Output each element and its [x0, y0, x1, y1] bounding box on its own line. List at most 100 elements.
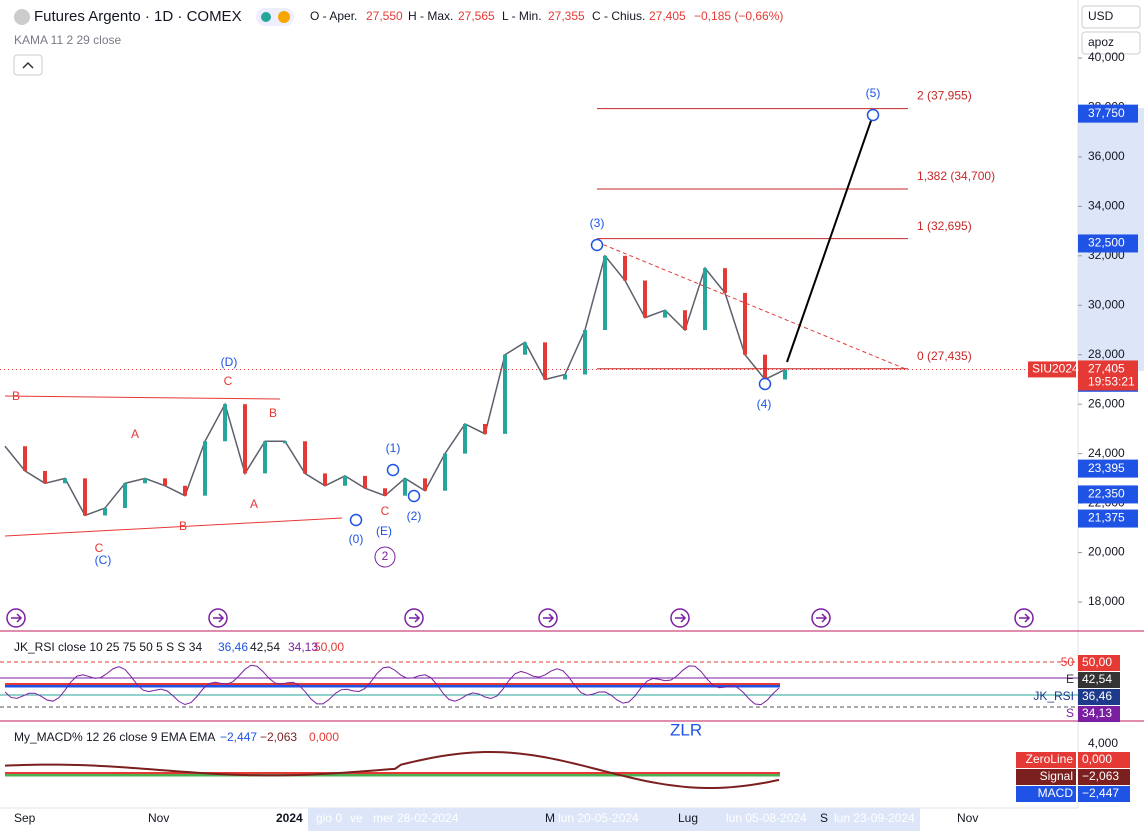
candle [743, 292, 747, 355]
macd-tag-key: MACD [1038, 786, 1074, 800]
nav-arrow-icon [1019, 613, 1031, 623]
wave-point [758, 377, 772, 391]
macd-value: 0,000 [309, 730, 339, 744]
wave-label: (E) [376, 524, 392, 538]
candle [583, 330, 587, 375]
last-price: 27,405 [1088, 362, 1125, 376]
rsi-title: JK_RSI close 10 25 75 50 5 S S 34 [14, 640, 202, 654]
scale-select[interactable] [1081, 31, 1141, 55]
candle [343, 475, 347, 486]
candle [263, 441, 267, 474]
price-tag-label: 32,500 [1088, 236, 1125, 250]
scale-mode: apoz [1088, 35, 1114, 49]
wave-label: B [179, 519, 187, 533]
y-tick-label: 24,000 [1088, 446, 1125, 460]
price-tag [1078, 509, 1138, 528]
wave-label: (0) [349, 532, 364, 546]
trend-line [4, 395, 281, 400]
candle [383, 488, 387, 496]
price-tag-label: 37,750 [1088, 106, 1125, 120]
fib-label: 1 (32,695) [917, 219, 972, 233]
wave-label: (1) [386, 441, 401, 455]
rsi-tag-value: 34,13 [1082, 706, 1112, 720]
currency: USD [1088, 9, 1114, 23]
macd-tag-bg [1078, 752, 1130, 768]
ohlc: 27,355 [548, 9, 585, 23]
ohlc: C - Chius. [592, 9, 645, 23]
candle [43, 470, 47, 484]
candle [603, 255, 607, 330]
candle [203, 441, 207, 496]
rsi-tag-key: 50 [1061, 655, 1075, 669]
fib-label: 2 (37,955) [917, 89, 972, 103]
trend-line [4, 517, 343, 537]
wave-label: (5) [866, 86, 881, 100]
nav-arrow [538, 608, 558, 628]
time-label: Nov [148, 811, 169, 825]
price-tag [1078, 459, 1138, 478]
price-tag [1078, 104, 1138, 123]
candle [283, 441, 287, 444]
wave-label: (4) [757, 397, 772, 411]
symbol-tag-label: SIU2024 [1032, 362, 1079, 376]
nav-arrow [6, 608, 26, 628]
time-label: gio 0 [316, 811, 342, 825]
rsi-tag-key: JK_RSI [1033, 689, 1074, 703]
y-tick-label: 34,000 [1088, 199, 1125, 213]
macd-tag-value: 0,000 [1082, 752, 1112, 766]
ohlc: 27,550 [366, 9, 403, 23]
indicator-label: KAMA 11 2 29 close [14, 33, 122, 47]
wave-label: C [224, 374, 233, 388]
collapse-button[interactable] [13, 54, 43, 76]
ohlc: 27,565 [458, 9, 495, 23]
nav-arrow-icon [816, 613, 828, 623]
wave-point [349, 513, 363, 527]
y-tick-label: 28,000 [1088, 347, 1125, 361]
price-tag [1078, 485, 1138, 504]
price-line [4, 254, 786, 517]
candle [423, 478, 427, 491]
wave-label: A [131, 427, 139, 441]
candle [163, 478, 167, 486]
wave-label: (2) [407, 509, 422, 523]
candle [463, 423, 467, 454]
rsi-tag [1078, 706, 1120, 722]
candle [183, 485, 187, 496]
candle [63, 478, 67, 484]
nav-arrow [670, 608, 690, 628]
candle [643, 280, 647, 318]
wave-label: A [250, 497, 258, 511]
macd-value: −2,447 [220, 730, 257, 744]
macd-tag-bg [1078, 786, 1130, 802]
rsi-tag-key: E [1066, 672, 1074, 686]
y-tick-label: 36,000 [1088, 149, 1125, 163]
wave-label: (3) [590, 216, 605, 230]
macd-value: −2,063 [260, 730, 297, 744]
price-tag [1078, 234, 1138, 253]
rsi-value: 42,54 [250, 640, 280, 654]
currency-select[interactable] [1081, 5, 1141, 29]
y-tick-label: 40,000 [1088, 50, 1125, 64]
time-label: mer 28-02-2024 [373, 811, 459, 825]
candle [563, 374, 567, 380]
candle [503, 354, 507, 434]
symbol-icon [14, 9, 30, 25]
macd-tag-key: Signal [1040, 769, 1073, 783]
candle [623, 255, 627, 281]
candle [763, 354, 767, 380]
y-tick-label: 30,000 [1088, 297, 1125, 311]
rsi-tag-value: 42,54 [1082, 672, 1112, 686]
macd-tag-value: −2,063 [1082, 769, 1119, 783]
macd-tag-key-bg [1016, 769, 1076, 785]
symbol-tag [1028, 361, 1076, 378]
y-tick-label: 26,000 [1088, 396, 1125, 410]
wave-circle [374, 546, 396, 568]
trend-line [786, 114, 874, 363]
candle [403, 478, 407, 496]
time-label: M [545, 811, 555, 825]
countdown: 19:53:21 [1088, 375, 1135, 389]
collapse-icon [22, 61, 34, 69]
ohlc: H - Max. [408, 9, 453, 23]
status-dot [261, 12, 271, 22]
zlr-note: ZLR [670, 720, 702, 739]
